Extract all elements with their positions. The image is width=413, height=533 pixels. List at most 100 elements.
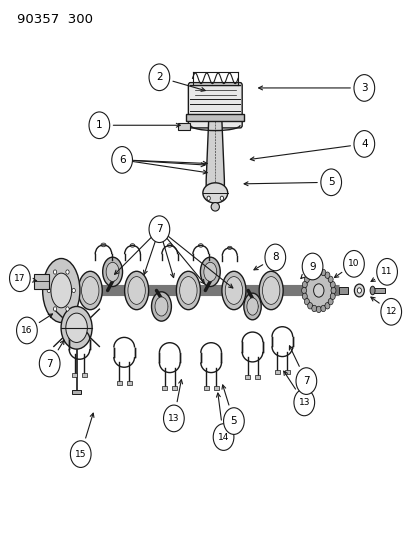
Ellipse shape [354,284,363,297]
Ellipse shape [220,196,223,200]
Text: 15: 15 [75,450,86,458]
Ellipse shape [211,203,219,211]
Circle shape [213,424,233,450]
Bar [72,390,81,394]
Circle shape [223,408,244,434]
Ellipse shape [200,257,220,287]
Bar [178,123,190,130]
Ellipse shape [356,288,361,293]
Ellipse shape [61,306,92,349]
Circle shape [149,64,169,91]
Ellipse shape [151,292,171,321]
Ellipse shape [246,298,258,315]
Ellipse shape [53,270,57,274]
Ellipse shape [328,298,332,305]
Circle shape [149,216,169,243]
Text: 13: 13 [168,414,179,423]
Ellipse shape [311,269,316,276]
Bar [274,370,279,374]
Ellipse shape [330,287,335,294]
Ellipse shape [130,244,135,247]
Circle shape [295,368,316,394]
Ellipse shape [262,277,279,304]
Ellipse shape [202,183,227,203]
Ellipse shape [320,269,325,276]
Text: 1: 1 [96,120,102,130]
Text: 11: 11 [380,268,392,276]
Text: 5: 5 [327,177,334,187]
Circle shape [9,265,30,292]
Circle shape [17,317,37,344]
Ellipse shape [320,305,325,312]
Ellipse shape [313,284,323,297]
FancyBboxPatch shape [188,83,242,128]
Ellipse shape [311,305,316,312]
Bar [203,386,208,390]
Text: 7: 7 [46,359,53,368]
Bar [116,381,121,385]
Ellipse shape [206,196,210,200]
Circle shape [353,75,374,101]
Ellipse shape [66,307,69,311]
Ellipse shape [301,287,306,294]
Circle shape [353,131,374,157]
Ellipse shape [81,277,99,304]
Ellipse shape [72,288,75,293]
Text: 17: 17 [14,274,26,282]
Ellipse shape [307,272,312,278]
Bar [162,386,167,390]
Bar [254,375,259,379]
Ellipse shape [243,293,261,320]
Ellipse shape [154,297,168,316]
Ellipse shape [78,271,102,310]
Ellipse shape [102,257,122,287]
Ellipse shape [307,303,312,309]
Bar [284,370,289,374]
Bar [213,386,218,390]
Ellipse shape [66,270,69,274]
Ellipse shape [51,273,71,308]
Ellipse shape [176,271,200,310]
Ellipse shape [305,273,331,308]
Ellipse shape [330,281,335,288]
Ellipse shape [43,259,80,322]
Ellipse shape [227,246,231,249]
Text: 2: 2 [156,72,162,82]
Bar [244,375,249,379]
Text: 3: 3 [360,83,367,93]
Bar [34,274,49,289]
Ellipse shape [316,306,320,312]
Text: 8: 8 [271,253,278,262]
Bar [172,386,177,390]
Circle shape [70,441,91,467]
Circle shape [112,147,132,173]
Bar [126,381,131,385]
Text: 7: 7 [156,224,162,234]
Text: 90357  300: 90357 300 [17,13,93,26]
Ellipse shape [328,276,332,282]
Ellipse shape [203,262,216,281]
Ellipse shape [179,277,197,304]
Circle shape [89,112,109,139]
Text: 5: 5 [230,416,237,426]
Polygon shape [206,121,224,187]
Ellipse shape [330,293,335,300]
Bar [186,114,244,121]
Bar [338,287,347,294]
Text: 10: 10 [347,260,359,268]
Circle shape [39,350,60,377]
Circle shape [264,244,285,271]
Text: 16: 16 [21,326,33,335]
Circle shape [163,405,184,432]
Text: 9: 9 [309,262,315,271]
Circle shape [376,259,396,285]
Bar [82,373,87,377]
Text: 14: 14 [217,433,229,441]
Circle shape [301,253,322,280]
Ellipse shape [324,272,329,278]
Ellipse shape [304,276,309,282]
Bar [72,373,77,377]
Circle shape [320,169,341,196]
Text: 6: 6 [119,155,125,165]
Text: 7: 7 [302,376,309,386]
